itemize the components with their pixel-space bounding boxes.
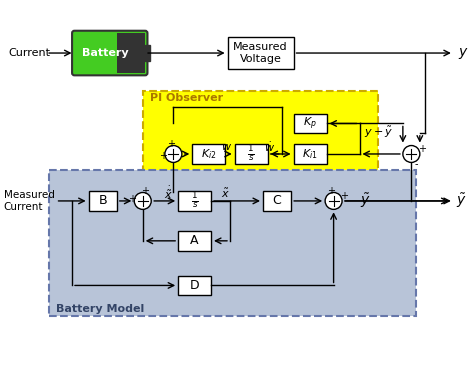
Text: $y - \tilde{y}$: $y - \tilde{y}$ bbox=[364, 125, 393, 141]
FancyBboxPatch shape bbox=[293, 144, 327, 164]
FancyBboxPatch shape bbox=[228, 37, 293, 69]
Text: PI Observer: PI Observer bbox=[150, 93, 223, 103]
FancyBboxPatch shape bbox=[89, 191, 117, 211]
Text: C: C bbox=[273, 194, 282, 207]
Text: Measured
Current: Measured Current bbox=[4, 190, 55, 212]
FancyBboxPatch shape bbox=[235, 144, 268, 164]
Text: $y$: $y$ bbox=[458, 45, 469, 61]
Text: +: + bbox=[141, 186, 149, 196]
Circle shape bbox=[325, 193, 342, 209]
Text: +: + bbox=[128, 194, 137, 204]
Text: $\tilde{x}$: $\tilde{x}$ bbox=[221, 186, 230, 200]
Text: $K_{i2}$: $K_{i2}$ bbox=[201, 147, 217, 161]
Text: $K_p$: $K_p$ bbox=[303, 115, 317, 132]
FancyBboxPatch shape bbox=[178, 191, 211, 211]
Text: Battery Model: Battery Model bbox=[55, 304, 144, 314]
Circle shape bbox=[403, 145, 420, 162]
FancyBboxPatch shape bbox=[117, 33, 145, 73]
Text: $\frac{1}{s}$: $\frac{1}{s}$ bbox=[247, 144, 255, 164]
FancyBboxPatch shape bbox=[72, 31, 147, 75]
FancyBboxPatch shape bbox=[178, 231, 211, 251]
Text: +: + bbox=[167, 139, 175, 149]
Text: D: D bbox=[190, 279, 200, 292]
FancyBboxPatch shape bbox=[143, 91, 378, 187]
Text: $\dot{w}$: $\dot{w}$ bbox=[264, 140, 275, 154]
FancyBboxPatch shape bbox=[192, 144, 225, 164]
Text: +: + bbox=[418, 144, 426, 154]
Text: B: B bbox=[99, 194, 107, 207]
Circle shape bbox=[134, 193, 151, 209]
Text: +: + bbox=[340, 191, 348, 201]
Text: $\dot{\tilde{x}}$: $\dot{\tilde{x}}$ bbox=[164, 185, 173, 201]
Text: +: + bbox=[159, 151, 167, 161]
Text: $\frac{1}{s}$: $\frac{1}{s}$ bbox=[191, 191, 199, 211]
Text: Current: Current bbox=[9, 48, 50, 58]
Text: $w$: $w$ bbox=[221, 142, 232, 152]
FancyBboxPatch shape bbox=[145, 45, 150, 61]
Circle shape bbox=[165, 145, 182, 162]
Text: $\tilde{y}$: $\tilde{y}$ bbox=[456, 192, 467, 210]
Text: A: A bbox=[191, 234, 199, 247]
FancyBboxPatch shape bbox=[178, 276, 211, 295]
Text: Measured
Voltage: Measured Voltage bbox=[233, 42, 288, 64]
Text: -: - bbox=[414, 159, 418, 169]
Text: +: + bbox=[327, 186, 335, 196]
FancyBboxPatch shape bbox=[293, 114, 327, 133]
FancyBboxPatch shape bbox=[48, 170, 416, 316]
Text: $\tilde{y}$: $\tilde{y}$ bbox=[359, 192, 370, 210]
Text: Battery: Battery bbox=[82, 48, 128, 58]
FancyBboxPatch shape bbox=[263, 191, 291, 211]
Text: $K_{i1}$: $K_{i1}$ bbox=[302, 147, 318, 161]
